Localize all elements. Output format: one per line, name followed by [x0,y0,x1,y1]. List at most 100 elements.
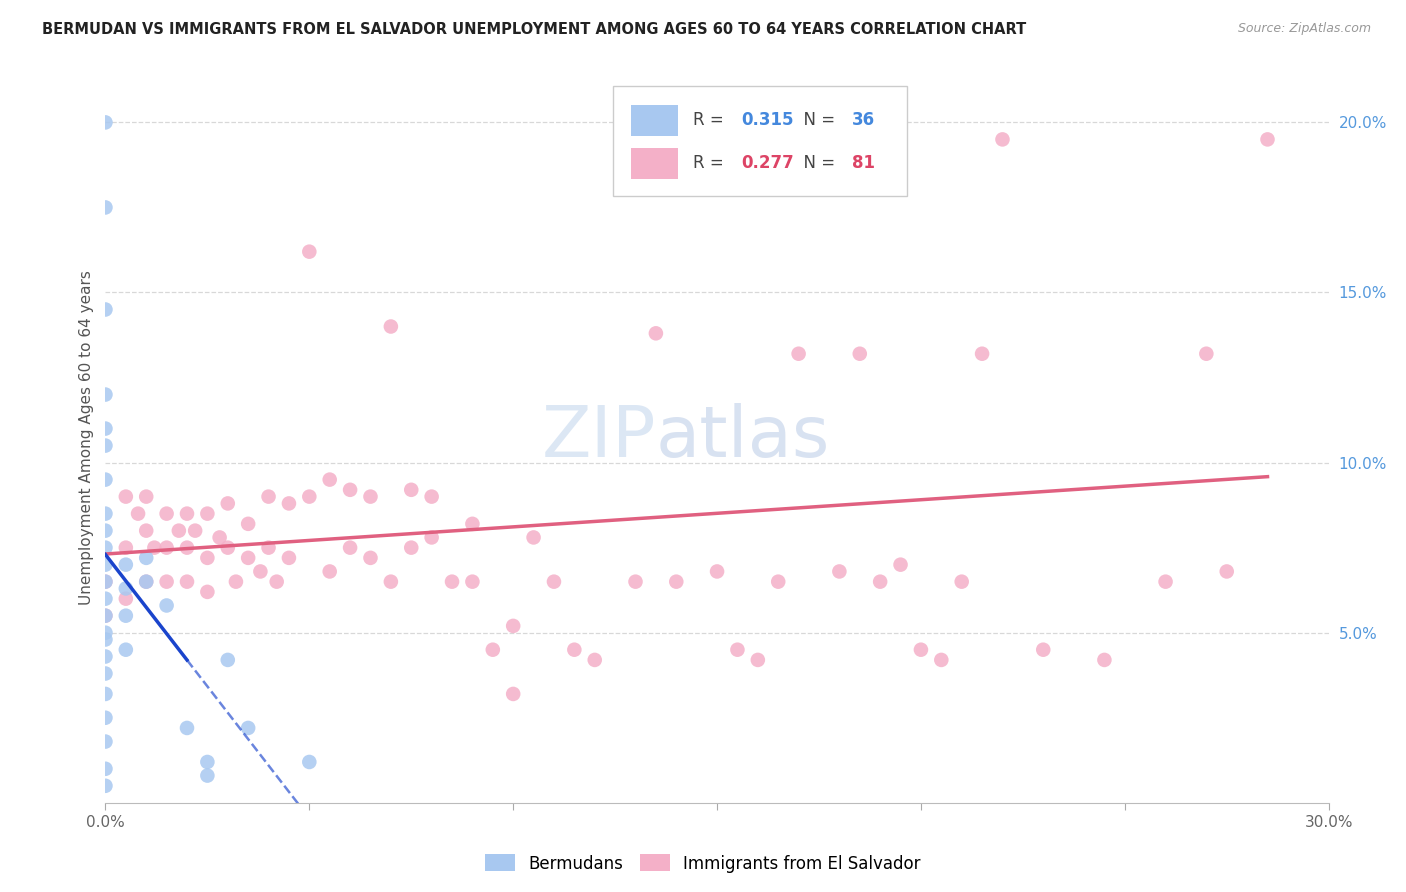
Point [665,574,688,589]
Point [360,550,382,565]
Point [562,642,586,657]
Point [135,490,157,504]
Point [197,768,219,782]
Point [156,599,179,613]
Point [380,574,402,589]
Point [167,524,190,538]
Point [869,574,891,589]
Point [1032,642,1054,657]
Point [94,625,117,640]
Point [401,541,423,555]
Point [94,608,117,623]
Text: 81: 81 [852,154,875,172]
Point [1216,565,1239,579]
Point [217,541,239,555]
Point [94,473,117,487]
Point [217,653,239,667]
Text: R =: R = [693,154,728,172]
Point [127,507,149,521]
Point [94,507,117,521]
Point [217,496,239,510]
Point [991,132,1014,146]
Point [197,507,219,521]
Y-axis label: Unemployment Among Ages 60 to 64 years: Unemployment Among Ages 60 to 64 years [79,269,94,605]
Point [950,574,973,589]
Text: 36: 36 [852,112,875,129]
Point [931,653,953,667]
Point [236,721,260,735]
Point [94,711,117,725]
Point [360,490,382,504]
Point [94,524,117,538]
Point [176,507,198,521]
Point [94,558,117,572]
Point [115,582,138,596]
Point [1154,574,1177,589]
Point [481,642,505,657]
Point [1256,132,1278,146]
Point [339,541,361,555]
Point [502,687,524,701]
Point [970,347,993,361]
Point [94,734,117,748]
Text: Source: ZipAtlas.com: Source: ZipAtlas.com [1237,22,1371,36]
Point [543,574,565,589]
Point [115,608,138,623]
Point [115,642,138,657]
Legend: Bermudans, Immigrants from El Salvador: Bermudans, Immigrants from El Salvador [478,847,928,880]
Point [94,574,117,589]
Point [135,524,157,538]
Point [143,541,166,555]
Point [461,516,484,531]
Point [706,565,728,579]
Text: N =: N = [793,112,841,129]
Point [94,687,117,701]
Point [94,666,117,681]
Point [94,439,117,453]
Point [257,541,280,555]
Point [115,591,138,606]
Point [298,490,321,504]
Point [156,507,179,521]
Point [441,574,464,589]
Point [176,721,198,735]
Point [502,619,524,633]
Text: ZIP: ZIP [541,402,655,472]
Point [208,531,231,545]
Text: N =: N = [793,154,841,172]
Point [523,531,546,545]
Point [249,565,271,579]
Point [135,550,157,565]
Point [583,653,606,667]
Point [461,574,484,589]
Point [94,762,117,776]
Point [94,421,117,435]
Point [420,531,443,545]
Point [94,574,117,589]
Point [94,201,117,215]
Point [184,524,207,538]
Point [94,649,117,664]
Point [94,632,117,647]
Point [266,574,288,589]
Point [236,550,260,565]
Point [747,653,769,667]
Point [225,574,247,589]
Point [115,490,138,504]
Point [94,541,117,555]
Point [807,149,830,163]
Point [115,558,138,572]
Point [135,574,157,589]
Point [890,558,912,572]
Point [94,779,117,793]
Point [401,483,423,497]
Point [94,608,117,623]
Point [278,496,301,510]
Text: 0.315: 0.315 [741,112,794,129]
Point [156,574,179,589]
Point [236,516,260,531]
Point [910,642,932,657]
Bar [631,148,678,178]
Point [849,347,872,361]
Point [298,244,321,259]
